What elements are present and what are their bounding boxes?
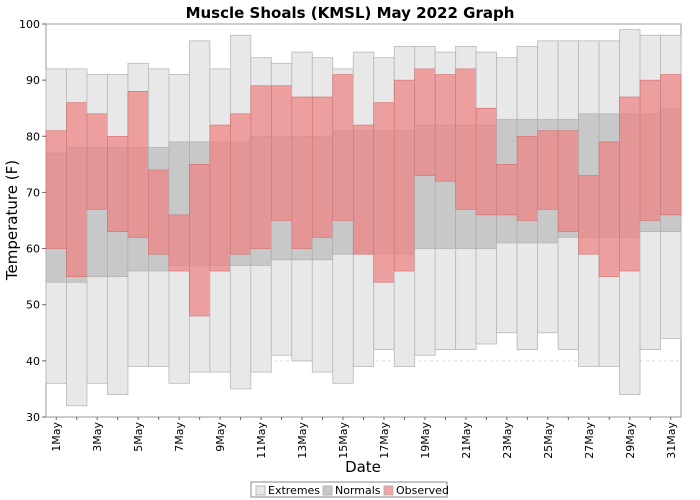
- legend-swatch-normals: [323, 486, 332, 495]
- x-tick-label: 23May: [501, 422, 514, 459]
- x-tick-label: 1May: [50, 422, 63, 452]
- y-axis-label: Temperature (F): [3, 160, 21, 281]
- legend-label-normals: Normals: [335, 484, 381, 497]
- y-tick-label: 30: [26, 411, 40, 424]
- observed-bar: [66, 103, 86, 277]
- y-tick-label: 50: [26, 299, 40, 312]
- x-tick-label: 21May: [460, 422, 473, 459]
- observed-bar: [661, 75, 681, 215]
- y-tick-label: 60: [26, 243, 40, 256]
- observed-bar: [271, 86, 291, 221]
- observed-bar: [579, 176, 599, 255]
- observed-bar: [169, 215, 189, 271]
- legend: Extremes Normals Observed: [251, 482, 449, 497]
- y-tick-label: 80: [26, 130, 40, 143]
- observed-bar: [620, 97, 640, 271]
- observed-bar: [251, 86, 271, 249]
- observed-bar: [415, 69, 435, 176]
- x-tick-label: 29May: [624, 422, 637, 459]
- observed-bar: [538, 131, 558, 210]
- observed-bar: [230, 114, 250, 254]
- y-tick-label: 100: [19, 18, 40, 31]
- observed-bar: [87, 114, 107, 209]
- legend-label-extremes: Extremes: [268, 484, 320, 497]
- x-tick-label: 31May: [665, 422, 678, 459]
- observed-bar: [148, 170, 168, 254]
- y-axis-ticks: 30 40 50 60 70 80 90 100: [19, 18, 46, 424]
- observed-bar: [292, 97, 312, 249]
- observed-bar: [333, 75, 353, 221]
- observed-bar: [107, 136, 127, 231]
- x-tick-label: 11May: [255, 422, 268, 459]
- observed-bar: [189, 164, 209, 316]
- observed-bar: [128, 91, 148, 237]
- legend-swatch-extremes: [256, 486, 265, 495]
- bars-group: [46, 30, 681, 406]
- observed-bar: [435, 75, 455, 182]
- observed-bar: [640, 80, 660, 220]
- x-axis-label: Date: [345, 458, 381, 476]
- observed-bar: [312, 97, 332, 237]
- x-axis-ticks: 1May 3May 5May 7May 9May 11May 13May 15May 17May…: [50, 417, 678, 459]
- x-tick-label: 9May: [214, 422, 227, 452]
- x-tick-label: 15May: [337, 422, 350, 459]
- observed-bar: [46, 131, 66, 249]
- x-tick-label: 7May: [173, 422, 186, 452]
- observed-bar: [394, 80, 414, 271]
- observed-bar: [353, 125, 373, 254]
- x-tick-label: 5May: [132, 422, 145, 452]
- x-tick-label: 13May: [296, 422, 309, 459]
- legend-label-observed: Observed: [396, 484, 449, 497]
- y-tick-label: 90: [26, 74, 40, 87]
- observed-bar: [456, 69, 476, 209]
- observed-bar: [558, 131, 578, 232]
- x-tick-label: 19May: [419, 422, 432, 459]
- observed-bar: [599, 142, 619, 277]
- legend-swatch-observed: [384, 486, 393, 495]
- x-tick-label: 3May: [91, 422, 104, 452]
- y-tick-label: 70: [26, 186, 40, 199]
- observed-bar: [497, 164, 517, 215]
- observed-bar: [374, 103, 394, 283]
- x-tick-label: 27May: [583, 422, 596, 459]
- y-tick-label: 40: [26, 355, 40, 368]
- x-tick-label: 25May: [542, 422, 555, 459]
- observed-bar: [210, 125, 230, 271]
- observed-bar: [517, 136, 537, 220]
- x-tick-label: 17May: [378, 422, 391, 459]
- chart-title: Muscle Shoals (KMSL) May 2022 Graph: [186, 4, 515, 22]
- observed-bar: [476, 108, 496, 215]
